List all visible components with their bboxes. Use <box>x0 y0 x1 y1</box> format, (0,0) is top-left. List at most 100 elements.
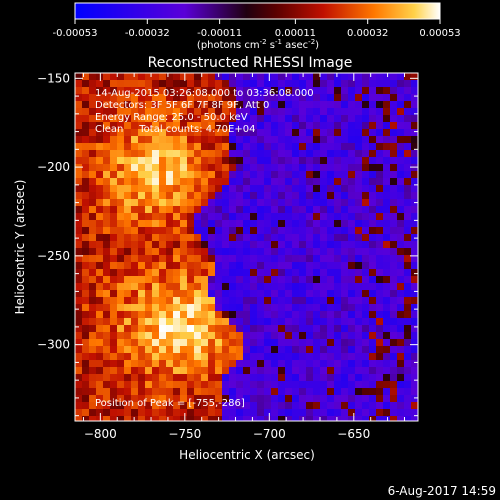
heatmap-cell <box>397 304 404 311</box>
heatmap-cell <box>215 269 222 276</box>
heatmap-cell <box>222 199 229 206</box>
heatmap-cell <box>194 171 201 178</box>
heatmap-cell <box>397 402 404 409</box>
heatmap-cell <box>96 220 103 227</box>
heatmap-cell <box>264 395 271 402</box>
heatmap-cell <box>75 213 82 220</box>
heatmap-cell <box>82 185 89 192</box>
heatmap-cell <box>117 80 124 87</box>
heatmap-cell <box>390 157 397 164</box>
heatmap-cell <box>250 388 257 395</box>
heatmap-cell <box>334 115 341 122</box>
heatmap-cell <box>411 283 418 290</box>
heatmap-cell <box>159 115 166 122</box>
heatmap-cell <box>222 220 229 227</box>
heatmap-cell <box>348 87 355 94</box>
heatmap-cell <box>215 297 222 304</box>
heatmap-cell <box>383 409 390 416</box>
heatmap-cell <box>201 276 208 283</box>
heatmap-cell <box>194 388 201 395</box>
heatmap-cell <box>110 108 117 115</box>
heatmap-cell <box>250 255 257 262</box>
heatmap-cell <box>75 339 82 346</box>
heatmap-cell <box>264 234 271 241</box>
heatmap-cell <box>138 283 145 290</box>
heatmap-cell <box>145 213 152 220</box>
heatmap-cell <box>180 269 187 276</box>
heatmap-cell <box>376 192 383 199</box>
heatmap-cell <box>187 122 194 129</box>
heatmap-cell <box>229 94 236 101</box>
heatmap-cell <box>313 318 320 325</box>
heatmap-cell <box>124 318 131 325</box>
heatmap-cell <box>334 73 341 80</box>
heatmap-cell <box>110 101 117 108</box>
heatmap-cell <box>159 262 166 269</box>
heatmap-cell <box>236 178 243 185</box>
heatmap-cell <box>362 346 369 353</box>
heatmap-cell <box>145 367 152 374</box>
heatmap-cell <box>292 374 299 381</box>
heatmap-cell <box>117 185 124 192</box>
heatmap-cell <box>397 115 404 122</box>
heatmap-cell <box>383 339 390 346</box>
heatmap-cell <box>103 297 110 304</box>
heatmap-cell <box>334 290 341 297</box>
heatmap-cell <box>89 178 96 185</box>
heatmap-cell <box>159 276 166 283</box>
heatmap-cell <box>166 374 173 381</box>
heatmap-cell <box>320 171 327 178</box>
heatmap-cell <box>159 73 166 80</box>
heatmap-cell <box>348 360 355 367</box>
heatmap-cell <box>320 143 327 150</box>
heatmap-cell <box>404 332 411 339</box>
heatmap-cell <box>131 360 138 367</box>
heatmap-cell <box>173 297 180 304</box>
heatmap-cell <box>264 122 271 129</box>
heatmap-cell <box>82 192 89 199</box>
heatmap-cell <box>376 402 383 409</box>
heatmap-cell <box>110 311 117 318</box>
heatmap-cell <box>82 129 89 136</box>
heatmap-cell <box>215 199 222 206</box>
heatmap-cell <box>152 101 159 108</box>
heatmap-cell <box>201 318 208 325</box>
heatmap-cell <box>187 192 194 199</box>
heatmap-cell <box>327 136 334 143</box>
heatmap-cell <box>257 339 264 346</box>
heatmap-cell <box>411 381 418 388</box>
heatmap-cell <box>341 269 348 276</box>
heatmap-cell <box>152 395 159 402</box>
heatmap-cell <box>229 353 236 360</box>
heatmap-cell <box>201 143 208 150</box>
heatmap-cell <box>103 206 110 213</box>
heatmap-cell <box>187 80 194 87</box>
heatmap-cell <box>159 311 166 318</box>
heatmap-cell <box>411 150 418 157</box>
heatmap-cell <box>236 409 243 416</box>
heatmap-cell <box>348 234 355 241</box>
heatmap-cell <box>390 276 397 283</box>
heatmap-cell <box>285 87 292 94</box>
heatmap-cell <box>110 199 117 206</box>
heatmap-cell <box>369 388 376 395</box>
heatmap-cell <box>383 304 390 311</box>
heatmap-cell <box>264 311 271 318</box>
heatmap-cell <box>180 283 187 290</box>
heatmap-cell <box>376 353 383 360</box>
heatmap-cell <box>369 115 376 122</box>
heatmap-cell <box>222 283 229 290</box>
heatmap-cell <box>411 129 418 136</box>
heatmap-cell <box>390 101 397 108</box>
heatmap-cell <box>82 381 89 388</box>
heatmap-cell <box>124 304 131 311</box>
heatmap-cell <box>180 220 187 227</box>
heatmap-cell <box>201 241 208 248</box>
heatmap-cell <box>89 346 96 353</box>
heatmap-cell <box>320 248 327 255</box>
heatmap-cell <box>250 220 257 227</box>
heatmap-cell <box>145 325 152 332</box>
heatmap-cell <box>131 409 138 416</box>
heatmap-cell <box>397 353 404 360</box>
heatmap-cell <box>397 276 404 283</box>
